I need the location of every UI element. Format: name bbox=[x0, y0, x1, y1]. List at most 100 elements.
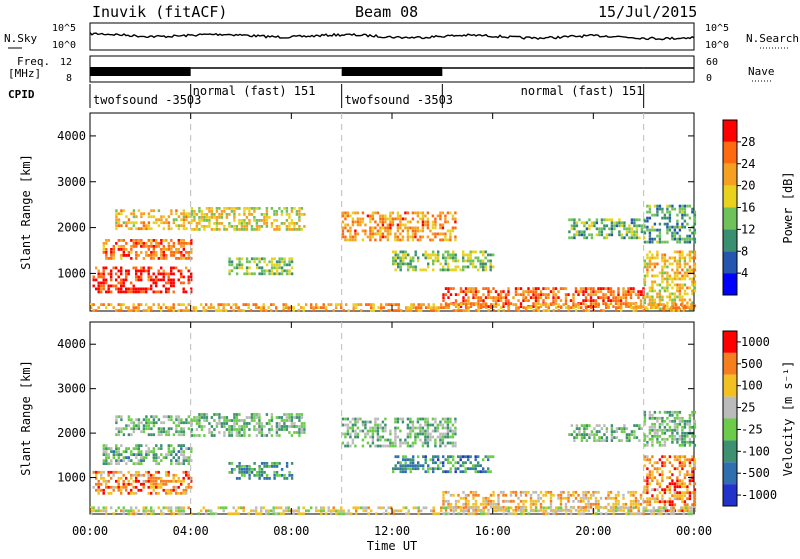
power-cell bbox=[646, 225, 649, 229]
velocity-cell bbox=[658, 443, 662, 447]
power-cell bbox=[442, 306, 445, 309]
velocity-cell bbox=[175, 491, 178, 495]
power-cell bbox=[676, 225, 679, 229]
velocity-cell bbox=[547, 506, 550, 510]
velocity-cell bbox=[145, 512, 148, 516]
velocity-cell bbox=[452, 509, 455, 513]
velocity-cell bbox=[545, 509, 548, 513]
power-cell bbox=[102, 272, 105, 276]
power-cell bbox=[185, 257, 188, 260]
velocity-cell bbox=[598, 430, 601, 433]
power-cell bbox=[620, 236, 624, 240]
velocity-cell bbox=[693, 488, 697, 492]
velocity-cell bbox=[429, 423, 432, 427]
velocity-cell bbox=[346, 429, 350, 433]
velocity-cell bbox=[268, 422, 271, 425]
velocity-cell bbox=[658, 500, 662, 504]
velocity-cell bbox=[238, 434, 241, 437]
power-cell bbox=[288, 260, 291, 264]
power-cell bbox=[688, 271, 692, 275]
power-cell bbox=[290, 207, 294, 210]
power-cell bbox=[258, 257, 261, 261]
velocity-cell bbox=[417, 512, 420, 516]
power-cell bbox=[142, 309, 145, 312]
velocity-cell bbox=[283, 474, 286, 477]
power-cell bbox=[122, 303, 125, 306]
power-cell bbox=[218, 213, 221, 216]
velocity-cell bbox=[110, 476, 113, 480]
power-cell bbox=[472, 262, 475, 266]
power-cell bbox=[434, 217, 437, 221]
velocity-cell bbox=[257, 512, 260, 516]
power-cell bbox=[275, 228, 279, 231]
power-cell bbox=[678, 277, 682, 281]
velocity-cell bbox=[582, 506, 585, 510]
velocity-cell bbox=[502, 493, 505, 497]
velocity-cell bbox=[662, 506, 665, 510]
velocity-cell bbox=[431, 423, 435, 427]
power-cell bbox=[288, 269, 291, 273]
power-cell bbox=[275, 260, 279, 264]
power-cell bbox=[661, 240, 664, 244]
velocity-cell bbox=[187, 476, 190, 480]
power-cell bbox=[390, 309, 393, 312]
power-cell bbox=[140, 290, 143, 294]
station-title: Inuvik (fitACF) bbox=[92, 3, 227, 21]
velocity-cell bbox=[167, 415, 171, 419]
power-cell bbox=[125, 224, 128, 228]
power-cell bbox=[663, 265, 667, 269]
power-cell bbox=[643, 280, 647, 284]
power-cell bbox=[607, 303, 610, 306]
power-cell bbox=[693, 250, 697, 254]
power-cell bbox=[167, 242, 170, 245]
velocity-cell bbox=[589, 496, 593, 500]
velocity-cell bbox=[247, 512, 250, 516]
velocity-cell bbox=[391, 444, 395, 448]
power-cell bbox=[233, 219, 236, 222]
velocity-cell bbox=[575, 436, 579, 439]
velocity-cell bbox=[180, 430, 183, 434]
power-cell bbox=[127, 227, 131, 231]
velocity-cell bbox=[225, 419, 229, 422]
velocity-cell bbox=[557, 506, 560, 510]
power-cell bbox=[652, 306, 655, 309]
velocity-cell bbox=[602, 506, 605, 510]
power-cell bbox=[275, 306, 278, 309]
power-cell bbox=[693, 216, 697, 220]
power-cell bbox=[567, 293, 570, 296]
power-cell bbox=[627, 305, 630, 308]
power-cell bbox=[132, 266, 135, 270]
velocity-cell bbox=[147, 470, 150, 474]
power-cell bbox=[208, 222, 211, 225]
velocity-cell bbox=[651, 428, 654, 432]
velocity-cell bbox=[275, 422, 279, 425]
power-cell bbox=[127, 306, 130, 309]
velocity-cell bbox=[152, 482, 155, 486]
power-cell bbox=[575, 309, 578, 312]
velocity-cell bbox=[362, 509, 365, 513]
velocity-cell bbox=[569, 505, 573, 509]
power-cell bbox=[635, 303, 638, 306]
velocity-cell bbox=[366, 420, 370, 424]
velocity-cell bbox=[177, 485, 180, 489]
velocity-cell bbox=[122, 479, 125, 483]
power-cell bbox=[107, 272, 110, 276]
velocity-cell bbox=[444, 499, 448, 503]
velocity-cell bbox=[242, 509, 245, 513]
velocity-cell bbox=[590, 433, 594, 436]
velocity-cell bbox=[688, 458, 692, 462]
power-cell bbox=[371, 217, 375, 221]
power-cell bbox=[424, 214, 427, 218]
power-cell bbox=[283, 207, 286, 210]
power-cell bbox=[120, 257, 123, 260]
power-cell bbox=[147, 287, 150, 291]
power-cell bbox=[180, 212, 183, 216]
velocity-cell bbox=[519, 499, 523, 503]
power-cell bbox=[676, 237, 679, 241]
power-region-6 bbox=[392, 250, 495, 272]
velocity-cell bbox=[100, 470, 103, 474]
power-cell bbox=[195, 309, 198, 312]
power-cell bbox=[467, 253, 470, 257]
power-cell bbox=[570, 227, 574, 231]
power-cell bbox=[120, 287, 123, 291]
